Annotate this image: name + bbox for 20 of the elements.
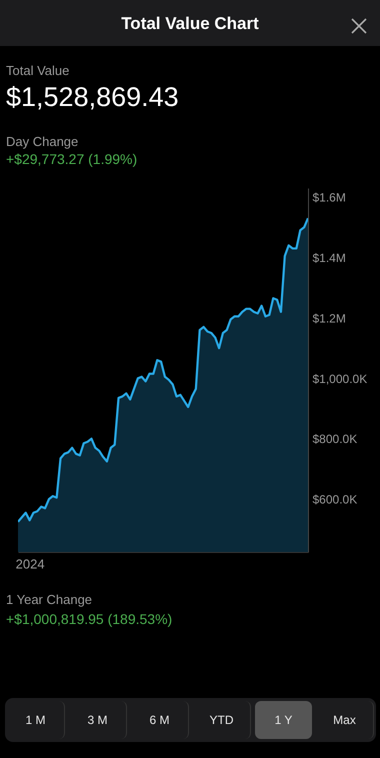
text: Max <box>316 701 374 739</box>
text: Day Change <box>6 134 78 149</box>
x-tick-label: 2024 <box>16 556 45 572</box>
chart-title: Total Value Chart <box>120 14 260 34</box>
text: $1,528,869.43 <box>6 82 179 113</box>
text: 1 Year Change <box>6 592 92 607</box>
text: 3 M <box>69 701 127 739</box>
y-tick-label: $600.0K <box>312 492 358 507</box>
y-tick-label: $1,000.0K <box>312 372 368 386</box>
text: 6 M <box>131 701 189 739</box>
y-tick-label: $800.0K <box>312 432 358 446</box>
text: Total Value <box>6 63 70 78</box>
text: YTD <box>193 701 251 739</box>
text: 1 Y <box>255 701 312 739</box>
text: +$1,000,819.95 (189.53%) <box>6 611 172 627</box>
text: +$29,773.27 (1.99%) <box>6 151 138 167</box>
y-tick-label: $1.2M <box>312 311 346 326</box>
y-tick-label: $1.6M <box>312 190 346 205</box>
y-tick-label: $1.4M <box>312 250 346 265</box>
text: 1 M <box>7 701 65 739</box>
